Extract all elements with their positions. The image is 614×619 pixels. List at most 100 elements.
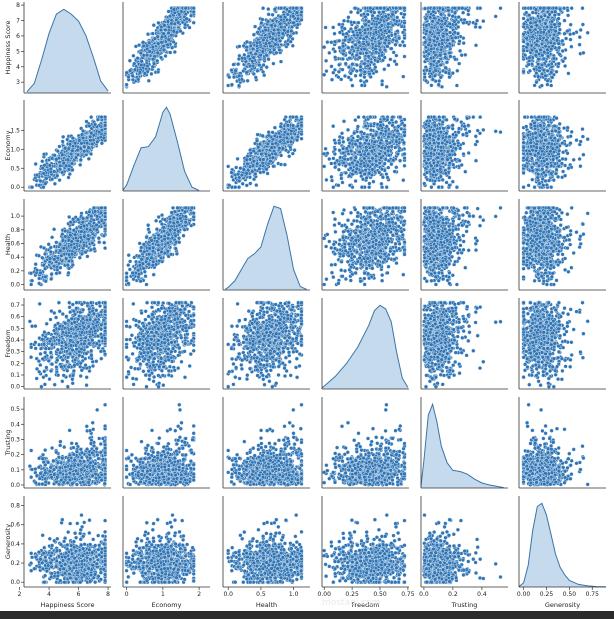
scatter-point <box>184 16 189 21</box>
scatter-point <box>350 44 355 50</box>
scatter-point <box>255 40 260 45</box>
scatter-point <box>294 10 299 15</box>
scatter-point <box>546 54 551 59</box>
scatter-point <box>363 22 368 27</box>
scatter-point <box>267 41 272 46</box>
scatter-point <box>436 30 441 35</box>
scatter-point <box>447 30 453 35</box>
pairplot-panels: 3456780.00.51.01.50.00.20.40.60.81.00.00… <box>4 2 607 609</box>
scatter-point <box>549 46 554 52</box>
scatter-point <box>99 115 104 120</box>
scatter-point <box>363 14 368 19</box>
scatter-point <box>132 61 137 66</box>
scatter-point <box>354 68 359 74</box>
scatter-point <box>379 23 384 28</box>
scatter-point <box>165 19 170 24</box>
scatter-point <box>565 28 570 34</box>
scatter-point <box>95 139 100 144</box>
scatter-point <box>273 37 278 42</box>
scatter-point <box>340 67 345 72</box>
scatter-point <box>69 151 74 157</box>
scatter-point <box>255 30 260 35</box>
scatter-point <box>278 59 284 64</box>
scatter-point <box>42 152 47 157</box>
scatter-point <box>147 40 152 45</box>
scatter-point <box>524 10 529 15</box>
scatter-point <box>350 83 355 88</box>
scatter-point <box>291 14 296 19</box>
scatter-point <box>440 41 445 46</box>
scatter-point <box>295 22 300 27</box>
scatter-point <box>82 144 87 149</box>
scatter-point <box>346 45 351 50</box>
scatter-point <box>141 53 146 58</box>
panel-economy-vs-health <box>222 100 310 192</box>
scatter-point <box>255 68 260 73</box>
scatter-point <box>453 35 458 40</box>
scatter-point <box>289 29 294 34</box>
scatter-point <box>528 20 533 25</box>
scatter-point <box>530 48 535 53</box>
scatter-point <box>139 59 144 64</box>
scatter-point <box>160 34 165 39</box>
scatter-point <box>101 135 106 140</box>
scatter-point <box>251 71 256 76</box>
scatter-point <box>466 8 471 13</box>
scatter-point <box>358 68 363 73</box>
scatter-point <box>183 6 188 11</box>
scatter-point <box>163 53 168 59</box>
scatter-point <box>151 57 156 62</box>
scatter-point <box>103 123 108 128</box>
scatter-point <box>569 44 574 49</box>
scatter-point <box>261 69 266 74</box>
scatter-point <box>368 9 374 14</box>
scatter-point <box>61 161 66 166</box>
scatter-point <box>340 56 345 62</box>
scatter-point <box>139 62 144 68</box>
scatter-point <box>548 40 553 45</box>
scatter-point <box>401 74 406 79</box>
scatter-point <box>388 57 393 62</box>
scatter-point <box>268 50 273 55</box>
scatter-point <box>341 44 346 49</box>
scatter-point <box>563 63 568 69</box>
scatter-point <box>428 30 433 35</box>
scatter-point <box>433 68 438 73</box>
scatter-point <box>133 44 138 49</box>
scatter-point <box>156 41 161 46</box>
scatter-point <box>187 25 192 30</box>
scatter-point <box>455 68 460 73</box>
scatter-point <box>556 16 561 21</box>
scatter-point <box>69 161 75 166</box>
scatter-point <box>424 49 429 54</box>
scatter-point <box>384 84 389 89</box>
scatter-point <box>447 13 452 18</box>
scatter-point <box>162 23 167 28</box>
scatter-point <box>166 37 171 42</box>
scatter-point <box>393 42 398 47</box>
scatter-point <box>435 36 440 41</box>
scatter-point <box>172 49 177 55</box>
scatter-point <box>445 44 450 49</box>
scatter-point <box>525 42 530 47</box>
scatter-point <box>370 36 375 41</box>
scatter-point <box>438 62 443 68</box>
scatter-point <box>447 50 452 55</box>
scatter-point <box>86 156 91 161</box>
scatter-point <box>87 123 92 129</box>
panel-happiness-score-vs-economy <box>122 2 210 94</box>
scatter-point <box>244 39 249 44</box>
scatter-point <box>167 14 173 19</box>
scatter-point <box>577 42 582 47</box>
scatter-point <box>443 70 448 75</box>
scatter-point <box>380 79 385 84</box>
scatter-point <box>394 6 399 11</box>
scatter-point <box>426 42 431 47</box>
scatter-point <box>332 31 337 36</box>
scatter-point <box>453 10 458 15</box>
scatter-point <box>521 32 526 37</box>
scatter-point <box>569 6 574 11</box>
scatter-point <box>251 32 256 37</box>
scatter-point <box>325 40 330 45</box>
scatter-point <box>545 68 550 73</box>
